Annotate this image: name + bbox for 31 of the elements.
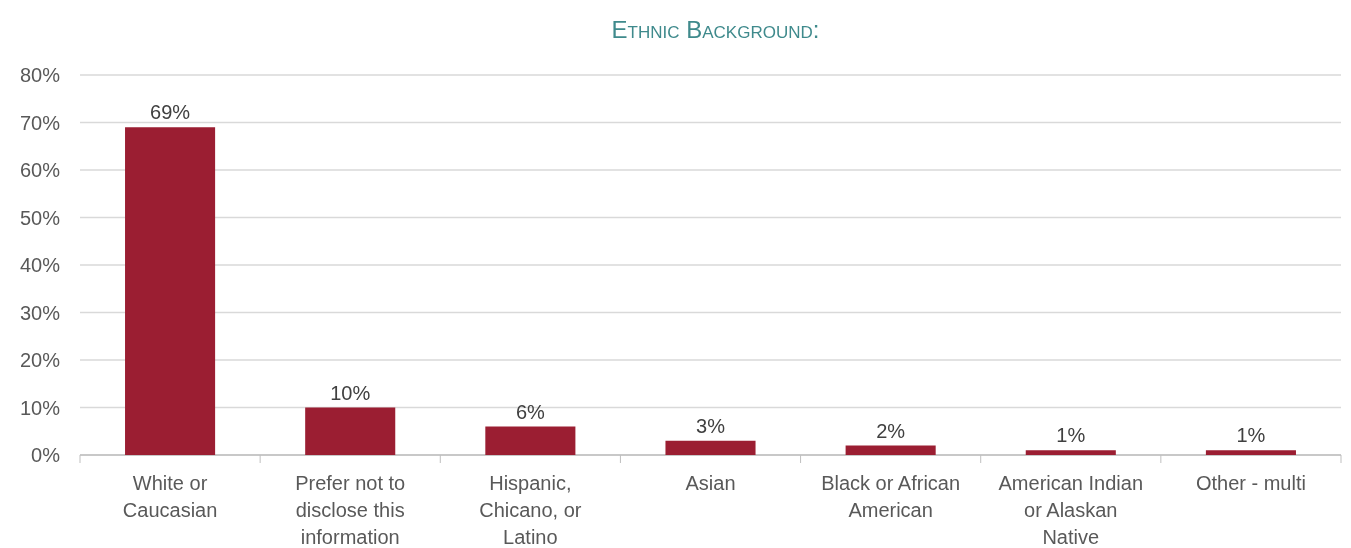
x-tick-label: Hispanic, Chicano, or Latino [479, 472, 582, 548]
y-tick-label: 70% [19, 111, 61, 134]
bar [845, 445, 936, 455]
x-tick-label: Prefer not to disclose this information [295, 472, 406, 548]
y-tick-label: 0% [31, 444, 61, 466]
data-label: 6% [515, 400, 546, 423]
data-label: 1% [1236, 424, 1266, 447]
bar [665, 440, 756, 455]
y-tick-label: 30% [19, 301, 61, 324]
y-tick-label: 80% [19, 64, 61, 86]
x-tick-label: White or Caucasian [122, 472, 218, 521]
y-tick-label: 40% [19, 254, 61, 276]
y-tick-label: 60% [19, 159, 61, 181]
data-label: 2% [876, 419, 906, 442]
data-label: 1% [1056, 424, 1086, 447]
data-label: 3% [696, 414, 726, 437]
x-tick-label: Asian [685, 472, 736, 494]
x-tick-label: Black or African American [821, 472, 961, 521]
y-tick-label: 10% [19, 396, 61, 419]
bar [485, 426, 576, 455]
bar [305, 407, 396, 455]
x-tick-label: American Indian or Alaskan Native [998, 472, 1144, 548]
data-label: 69% [150, 101, 191, 124]
x-tick-label: Other - multi [1195, 472, 1306, 494]
bar [1205, 450, 1296, 455]
data-label: 10% [330, 381, 371, 404]
bar [125, 127, 216, 455]
bar [1025, 450, 1116, 455]
chart-title: Ethnic Background: [611, 16, 820, 43]
y-tick-label: 50% [19, 206, 61, 229]
y-tick-label: 20% [19, 349, 61, 371]
